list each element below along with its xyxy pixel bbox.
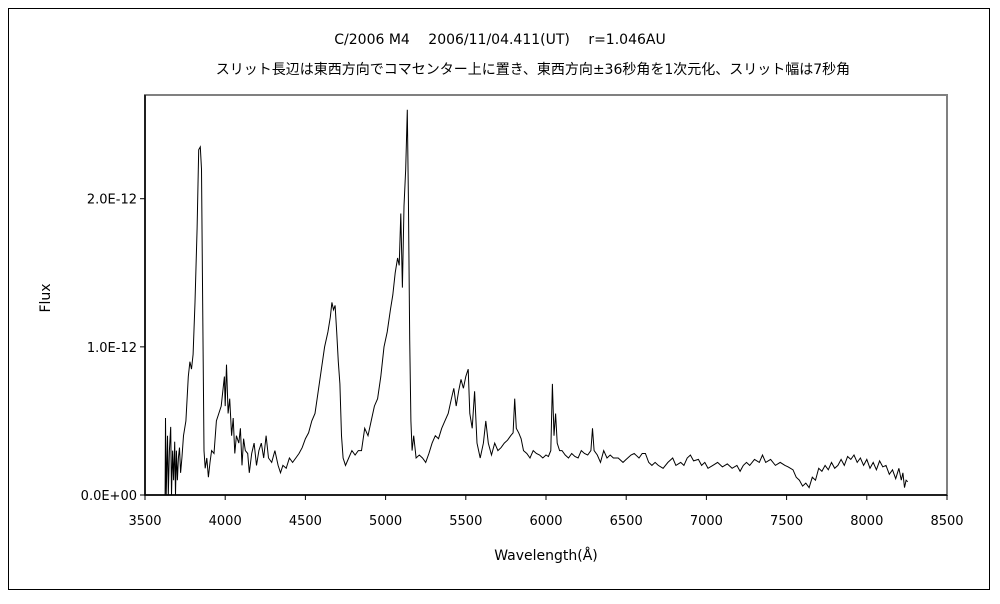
x-tick-label: 3500: [128, 514, 161, 529]
chart-title: C/2006 M4 2006/11/04.411(UT) r=1.046AU: [334, 32, 665, 48]
series-line-flux: [164, 109, 909, 496]
x-tick-label: 8000: [850, 514, 883, 529]
y-tick-label: 1.0E-12: [87, 341, 137, 356]
x-tick-label: 6000: [529, 514, 562, 529]
x-tick-label: 6500: [610, 514, 643, 529]
x-tick-label: 8500: [930, 514, 963, 529]
y-axis-label: Flux: [38, 283, 54, 312]
x-axis-label: Wavelength(Å): [494, 547, 598, 564]
x-tick-label: 4500: [289, 514, 322, 529]
y-tick-label: 0.0E+00: [81, 489, 137, 504]
chart-subtitle: スリット長辺は東西方向でコマセンター上に置き、東西方向±36秒角を1次元化、スリ…: [216, 62, 850, 78]
x-tick-label: 5000: [369, 514, 402, 529]
x-tick-label: 5500: [449, 514, 482, 529]
y-tick-label: 2.0E-12: [87, 193, 137, 208]
x-tick-label: 7000: [690, 514, 723, 529]
x-tick-label: 4000: [209, 514, 242, 529]
x-tick-label: 7500: [770, 514, 803, 529]
